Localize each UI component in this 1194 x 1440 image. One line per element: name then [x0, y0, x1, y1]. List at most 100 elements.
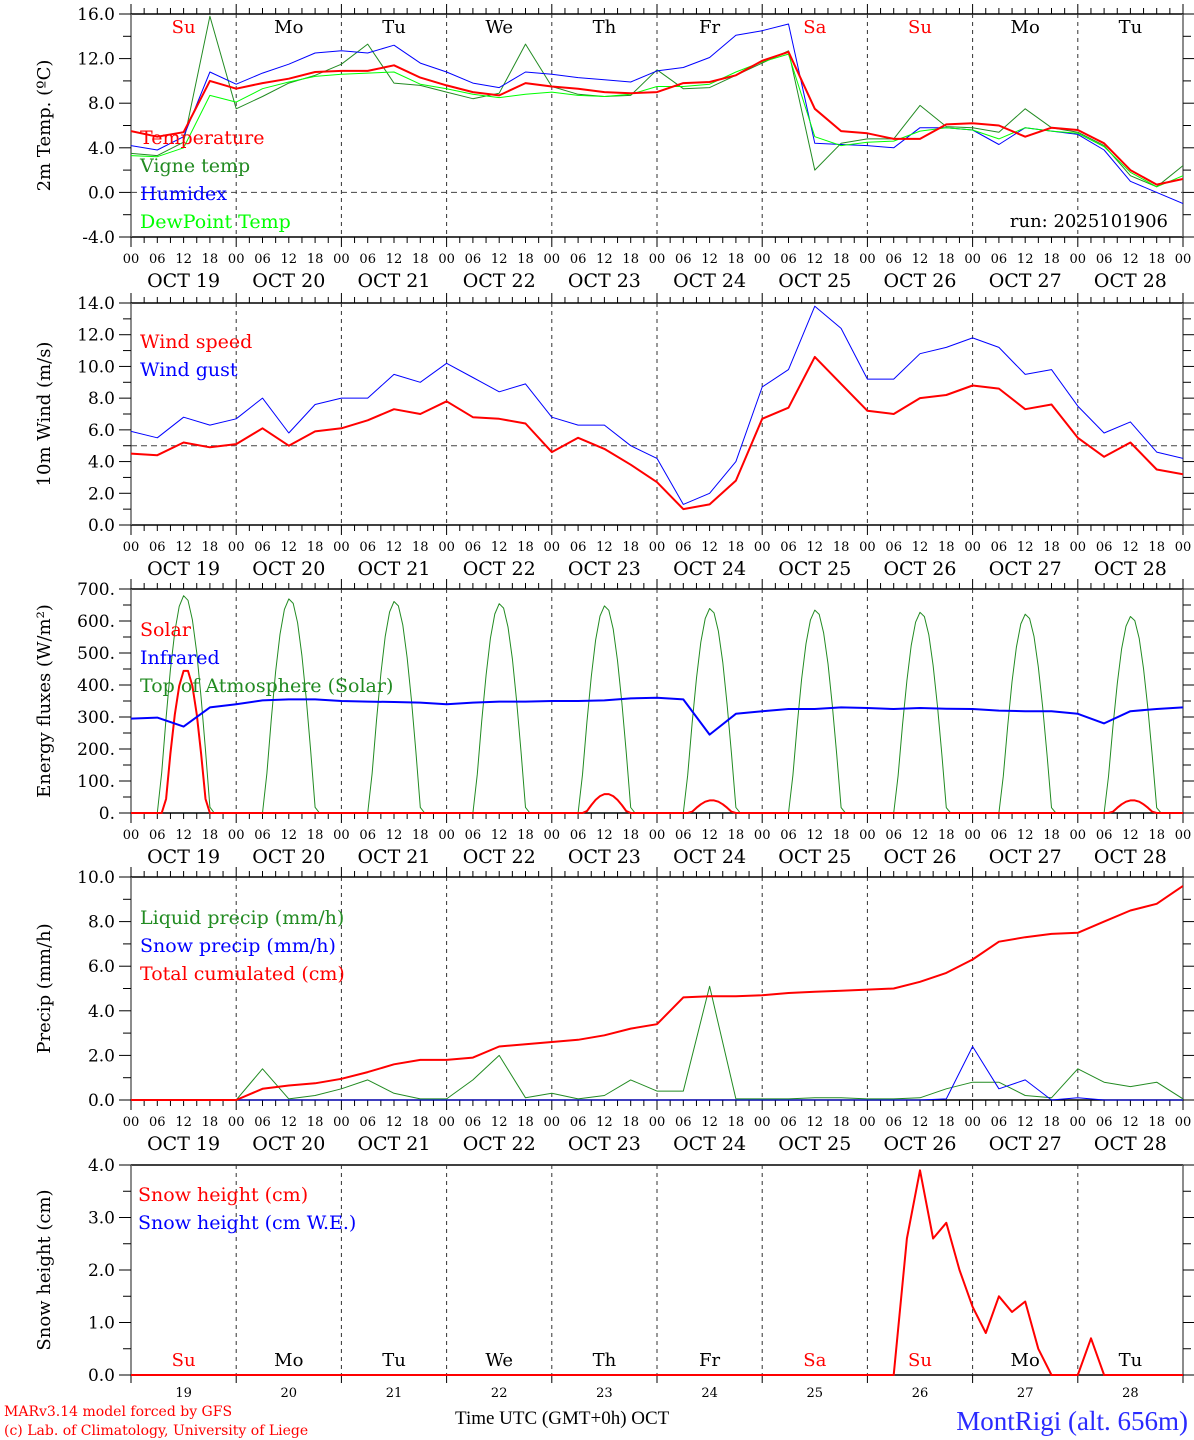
hour-tick-label: 18: [202, 828, 219, 843]
hour-tick-label: 18: [833, 540, 850, 555]
legend-entry: DewPoint Temp: [140, 211, 291, 233]
legend-entry: Vigne temp: [139, 155, 250, 177]
hour-tick-label: 06: [465, 540, 482, 555]
hour-tick-label: 00: [859, 252, 876, 267]
day-number-label: 19: [175, 1386, 192, 1401]
date-label: OCT 26: [883, 558, 956, 580]
day-number-label: 24: [701, 1386, 718, 1401]
hour-tick-label: 12: [596, 828, 613, 843]
hour-tick-label: 00: [1070, 252, 1087, 267]
hour-tick-label: 18: [517, 252, 534, 267]
hour-tick-label: 12: [491, 252, 508, 267]
hour-tick-label: 18: [412, 540, 429, 555]
hour-tick-label: 00: [1070, 1115, 1087, 1130]
weekday-label: Fr: [699, 17, 720, 38]
date-label: OCT 28: [1094, 1133, 1167, 1155]
date-label: OCT 24: [673, 1133, 746, 1155]
date-label: OCT 21: [357, 558, 430, 580]
date-label: OCT 28: [1094, 270, 1167, 292]
y-tick-label: 0.0: [88, 183, 115, 203]
hour-tick-label: 00: [649, 828, 666, 843]
hour-tick-label: 06: [465, 1115, 482, 1130]
date-label: OCT 25: [778, 270, 851, 292]
hour-tick-label: 00: [964, 540, 981, 555]
hour-tick-label: 12: [701, 540, 718, 555]
hour-tick-label: 06: [254, 828, 271, 843]
hour-tick-label: 18: [517, 1115, 534, 1130]
weekday-label: Tu: [1119, 1350, 1143, 1371]
y-axis-label: Snow height (cm): [34, 1189, 55, 1350]
date-label: OCT 23: [568, 846, 641, 868]
hour-tick-label: 12: [596, 540, 613, 555]
hour-tick-label: 00: [228, 252, 245, 267]
hour-tick-label: 12: [491, 540, 508, 555]
y-tick-label: 2.0: [88, 1046, 115, 1066]
day-number-label: 23: [596, 1386, 613, 1401]
hour-tick-label: 00: [123, 828, 140, 843]
hour-tick-label: 12: [1122, 252, 1139, 267]
date-label: OCT 27: [989, 558, 1062, 580]
hour-tick-label: 06: [465, 828, 482, 843]
series-line-snow-height-cm-: [131, 1169, 1183, 1376]
date-label: OCT 22: [463, 846, 536, 868]
weekday-label: Su: [908, 17, 932, 38]
day-number-label: 26: [912, 1386, 929, 1401]
weekday-label: Su: [172, 17, 196, 38]
weekday-label: Sa: [803, 1350, 826, 1371]
hour-tick-label: 00: [438, 1115, 455, 1130]
weekday-label: Mo: [1011, 17, 1040, 38]
day-number-label: 21: [386, 1386, 403, 1401]
hour-tick-label: 00: [1175, 540, 1192, 555]
date-label: OCT 20: [252, 1133, 325, 1155]
hour-tick-label: 06: [675, 540, 692, 555]
hour-tick-label: 12: [175, 252, 192, 267]
y-tick-label: 8.0: [88, 389, 115, 409]
date-label: OCT 23: [568, 270, 641, 292]
hour-tick-label: 18: [728, 828, 745, 843]
hour-tick-label: 18: [412, 1115, 429, 1130]
hour-tick-label: 18: [1043, 1115, 1060, 1130]
hour-tick-label: 12: [281, 540, 298, 555]
hour-tick-label: 00: [544, 1115, 561, 1130]
weekday-label: Mo: [274, 1350, 303, 1371]
legend-entry: Liquid precip (mm/h): [140, 907, 344, 929]
y-tick-label: 0.0: [88, 516, 115, 536]
hour-tick-label: 18: [202, 540, 219, 555]
date-label: OCT 19: [147, 1133, 220, 1155]
hour-tick-label: 00: [649, 252, 666, 267]
series-line-temperature: [131, 50, 1183, 186]
hour-tick-label: 06: [254, 540, 271, 555]
day-number-label: 22: [491, 1386, 508, 1401]
day-number-label: 25: [807, 1386, 824, 1401]
hour-tick-label: 00: [438, 252, 455, 267]
hour-tick-label: 00: [228, 1115, 245, 1130]
hour-tick-label: 00: [544, 540, 561, 555]
hour-tick-label: 18: [1148, 828, 1165, 843]
date-label: OCT 23: [568, 1133, 641, 1155]
hour-tick-label: 18: [938, 252, 955, 267]
date-label: OCT 24: [673, 270, 746, 292]
series-line-total-cumulated-cm-: [131, 885, 1183, 1101]
date-label: OCT 27: [989, 846, 1062, 868]
hour-tick-label: 00: [649, 1115, 666, 1130]
hour-tick-label: 18: [307, 540, 324, 555]
hour-tick-label: 06: [1096, 1115, 1113, 1130]
hour-tick-label: 06: [149, 252, 166, 267]
hour-tick-label: 12: [596, 252, 613, 267]
hour-tick-label: 06: [570, 540, 587, 555]
date-label: OCT 28: [1094, 558, 1167, 580]
hour-tick-label: 06: [570, 252, 587, 267]
weekday-label: Su: [172, 1350, 196, 1371]
hour-tick-label: 18: [412, 828, 429, 843]
hour-tick-label: 00: [333, 828, 350, 843]
y-tick-label: 3.0: [88, 1209, 115, 1229]
hour-tick-label: 12: [175, 540, 192, 555]
date-label: OCT 20: [252, 846, 325, 868]
hour-tick-label: 00: [544, 252, 561, 267]
y-tick-label: 2.0: [88, 484, 115, 504]
hour-tick-label: 00: [964, 252, 981, 267]
hour-tick-label: 06: [675, 252, 692, 267]
date-label: OCT 25: [778, 1133, 851, 1155]
panel-temp: -4.0 0.0 4.0 8.0 12.0 16.0 2m Temp. (ºC) 00 06 12…: [34, 4, 1194, 292]
